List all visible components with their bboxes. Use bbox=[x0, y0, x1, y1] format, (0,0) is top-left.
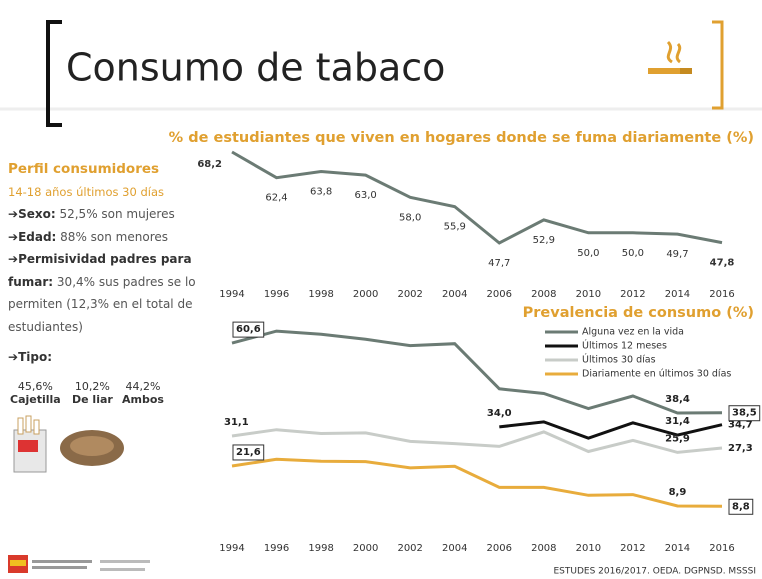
value-label: 63,8 bbox=[310, 187, 332, 198]
x-tick-label: 2016 bbox=[709, 543, 734, 554]
value-label: 47,7 bbox=[488, 258, 510, 269]
legend-label: Diariamente en últimos 30 días bbox=[582, 369, 731, 380]
tipo-value: 44,2% bbox=[122, 380, 164, 393]
cigarette-icon bbox=[648, 42, 692, 74]
x-tick-label: 2012 bbox=[620, 289, 645, 300]
chart-title: Prevalencia de consumo (%) bbox=[523, 305, 754, 321]
item-text: 88% son menores bbox=[60, 230, 168, 244]
value-label: 21,6 bbox=[236, 447, 261, 458]
value-label: 47,8 bbox=[710, 258, 735, 269]
x-tick-label: 2014 bbox=[665, 543, 690, 554]
tipo: 10,2%De liar bbox=[72, 380, 113, 406]
tipo-label: Cajetilla bbox=[10, 393, 61, 406]
x-tick-label: 2002 bbox=[397, 543, 422, 554]
value-label: 38,4 bbox=[665, 394, 690, 405]
sidebar-title: Perfil consumidores bbox=[8, 158, 213, 181]
line bbox=[232, 459, 722, 506]
item: ➔Tipo: bbox=[8, 346, 213, 369]
logo bbox=[8, 555, 150, 573]
x-tick-label: 1998 bbox=[308, 289, 333, 300]
x-tick-label: 2014 bbox=[665, 289, 690, 300]
x-tick-label: 2004 bbox=[442, 289, 467, 300]
item-text: 52,5% son mujeres bbox=[59, 207, 174, 221]
x-tick-label: 2002 bbox=[397, 289, 422, 300]
item-label: Sexo: bbox=[18, 207, 56, 221]
x-tick-label: 1998 bbox=[308, 543, 333, 554]
value-label: 60,6 bbox=[236, 324, 261, 335]
item: ➔Sexo: 52,5% son mujeres bbox=[8, 203, 213, 226]
value-label: 58,0 bbox=[399, 212, 421, 223]
value-label: 27,3 bbox=[728, 443, 753, 454]
chart-title: % de estudiantes que viven en hogares do… bbox=[169, 130, 754, 146]
value-label: 31,4 bbox=[665, 416, 690, 427]
x-tick-label: 2008 bbox=[531, 289, 556, 300]
value-label: 25,9 bbox=[665, 433, 690, 444]
tipo-value: 45,6% bbox=[10, 380, 61, 393]
value-label: 55,9 bbox=[444, 222, 466, 233]
x-tick-label: 2008 bbox=[531, 543, 556, 554]
x-tick-label: 1996 bbox=[264, 543, 289, 554]
tipo: 45,6%Cajetilla bbox=[10, 380, 61, 406]
value-label: 62,4 bbox=[265, 193, 287, 204]
line bbox=[232, 152, 722, 243]
legend-label: Últimos 12 meses bbox=[582, 340, 667, 352]
value-label: 38,5 bbox=[732, 408, 757, 419]
value-label: 50,0 bbox=[577, 248, 599, 259]
x-tick-label: 2004 bbox=[442, 543, 467, 554]
pack-image bbox=[14, 416, 46, 472]
tipo-label: Ambos bbox=[122, 393, 164, 406]
x-tick-label: 2006 bbox=[487, 289, 512, 300]
x-tick-label: 2000 bbox=[353, 289, 378, 300]
item-label: Edad: bbox=[18, 230, 56, 244]
x-tick-label: 2006 bbox=[487, 543, 512, 554]
legend-label: Últimos 30 días bbox=[582, 354, 656, 366]
item-label: Tipo: bbox=[18, 350, 52, 364]
tipo: 44,2%Ambos bbox=[122, 380, 164, 406]
x-tick-label: 2010 bbox=[576, 289, 601, 300]
sidebar-subtitle: 14-18 años últimos 30 días bbox=[8, 181, 213, 204]
x-tick-label: 1994 bbox=[219, 543, 244, 554]
item: ➔Edad: 88% son menores bbox=[8, 226, 213, 249]
sidebar: Perfil consumidores 14-18 años últimos 3… bbox=[8, 158, 213, 369]
value-label: 31,1 bbox=[224, 417, 249, 428]
source: ESTUDES 2016/2017. OEDA. DGPNSD. MSSSI bbox=[554, 567, 757, 577]
x-tick-label: 2000 bbox=[353, 543, 378, 554]
value-label: 63,0 bbox=[355, 190, 377, 201]
item: ➔Permisividad padres para fumar: 30,4% s… bbox=[8, 248, 213, 338]
value-label: 50,0 bbox=[622, 248, 644, 259]
tobacco-image bbox=[60, 430, 124, 466]
x-tick-label: 1996 bbox=[264, 289, 289, 300]
tipo-label: De liar bbox=[72, 393, 113, 406]
legend-label: Alguna vez en la vida bbox=[582, 327, 684, 338]
x-tick-label: 2016 bbox=[709, 289, 734, 300]
x-tick-label: 2010 bbox=[576, 543, 601, 554]
value-label: 49,7 bbox=[666, 249, 688, 260]
line bbox=[232, 430, 722, 453]
page: {"header": {"title": "Consumo de tabaco"… bbox=[0, 0, 762, 579]
x-tick-label: 2012 bbox=[620, 543, 645, 554]
tipo-value: 10,2% bbox=[72, 380, 113, 393]
bracket-right bbox=[712, 22, 722, 108]
value-label: 52,9 bbox=[533, 235, 555, 246]
title: Consumo de tabaco bbox=[66, 46, 445, 90]
value-label: 8,9 bbox=[669, 487, 687, 498]
value-label: 8,8 bbox=[732, 501, 750, 512]
x-tick-label: 1994 bbox=[219, 289, 244, 300]
value-label: 34,7 bbox=[728, 420, 753, 431]
value-label: 34,0 bbox=[487, 408, 512, 419]
